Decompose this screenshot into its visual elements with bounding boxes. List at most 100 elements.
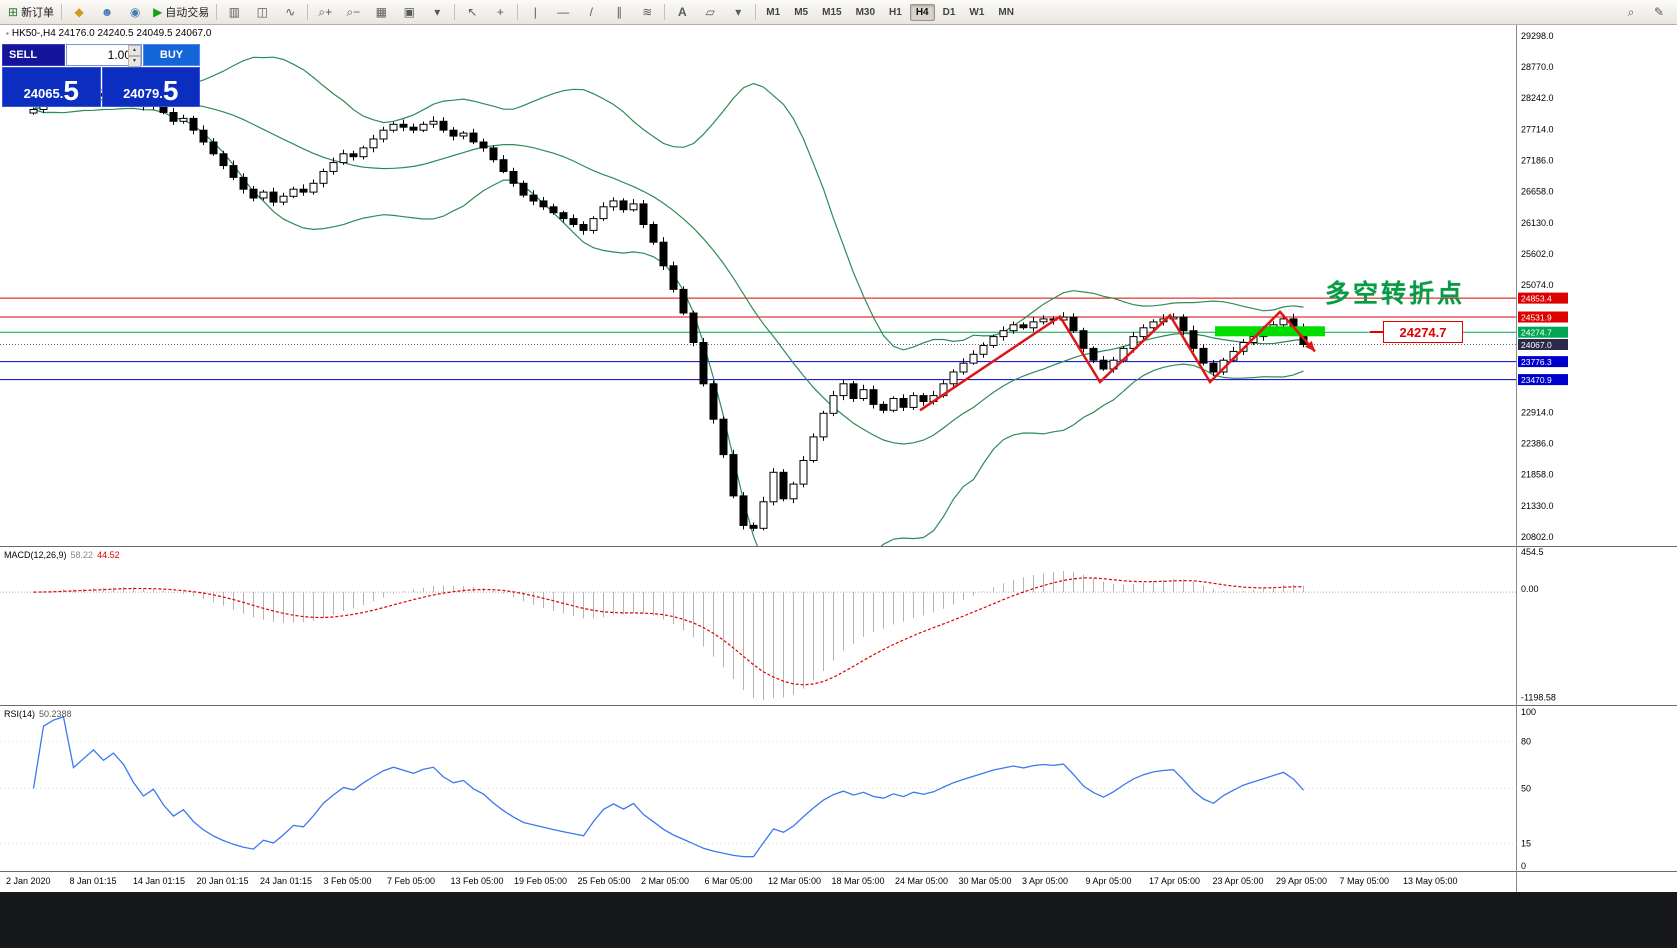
buy-label: BUY [159, 49, 184, 61]
search-icon: ⌕ [1627, 5, 1635, 19]
svg-text:27186.0: 27186.0 [1521, 156, 1554, 166]
svg-text:23470.9: 23470.9 [1521, 375, 1552, 385]
timeframe-group: M1 M5 M15 M30 H1 H4 D1 W1 MN [759, 3, 1021, 21]
time-axis[interactable]: 2 Jan 2020 8 Jan 01:15 14 Jan 01:15 20 Jan … [0, 872, 1677, 892]
svg-text:24274.7: 24274.7 [1521, 328, 1552, 338]
zoom-in-button[interactable]: ⌕+ [311, 1, 339, 23]
tile-windows-button[interactable]: ▣ [395, 1, 423, 23]
new-order-button[interactable]: ⊞ 新订单 [4, 1, 58, 23]
profile-icon: ☻ [100, 5, 114, 19]
tile-windows-icon: ▣ [403, 5, 415, 19]
volume-stepper: ▲ ▼ [128, 45, 141, 67]
bottom-strip [0, 892, 1677, 948]
chart-candles-icon: ◫ [256, 5, 268, 19]
timeframe-H1[interactable]: H1 [889, 6, 902, 18]
chart-candles-button[interactable]: ◫ [248, 1, 276, 23]
time-label: 9 Apr 05:00 [1085, 876, 1132, 886]
mql-market-button[interactable]: ◆ [65, 1, 93, 23]
fibonacci-tool-button[interactable]: ≋ [633, 1, 661, 23]
svg-text:100: 100 [1521, 707, 1536, 717]
svg-text:-1198.58: -1198.58 [1521, 692, 1556, 702]
community-button[interactable]: ◉ [121, 1, 149, 23]
crosshair-icon: + [496, 5, 504, 19]
timeframe-H4[interactable]: H4 [909, 3, 935, 21]
macd-signal-value: 44.52 [97, 550, 120, 560]
rsi-name: RSI(14) [4, 709, 36, 719]
svg-text:454.5: 454.5 [1521, 547, 1544, 557]
dropdown-icon: ▾ [434, 5, 441, 19]
svg-text:24853.4: 24853.4 [1521, 294, 1552, 304]
main-chart-panel: 29298.0 28770.0 28242.0 27714.0 27186.0 26658… [0, 24, 1677, 547]
sell-label-button[interactable]: SELL [2, 44, 66, 66]
timeframe-M30[interactable]: M30 [855, 6, 876, 18]
timeframe-M15[interactable]: M15 [822, 6, 842, 18]
svg-text:0: 0 [1521, 861, 1526, 871]
label-tool-button[interactable]: ▱ [696, 1, 724, 23]
toolbar-separator [517, 4, 519, 20]
time-label: 2 Mar 05:00 [641, 876, 690, 886]
svg-text:24531.9: 24531.9 [1521, 313, 1552, 323]
cursor-tool-button[interactable]: ↖ [458, 1, 486, 23]
channel-tool-button[interactable]: ∥ [605, 1, 633, 23]
search-button[interactable]: ⌕ [1617, 1, 1645, 23]
indicators-dropdown-button[interactable]: ▾ [423, 1, 451, 23]
rsi-canvas[interactable]: 100 80 50 15 0 [0, 706, 1677, 871]
text-tool-icon: A [677, 5, 687, 19]
vertical-line-icon: | [533, 5, 537, 19]
sell-price-button[interactable]: 24065. 5 [2, 67, 101, 107]
symbol-ohlc-text: HK50-,H4 24176.0 24240.5 24049.5 24067.0 [11, 28, 212, 39]
svg-text:21330.0: 21330.0 [1521, 501, 1554, 511]
svg-text:28242.0: 28242.0 [1521, 93, 1554, 103]
volume-up-button[interactable]: ▲ [128, 45, 141, 56]
time-label: 7 Feb 05:00 [387, 876, 436, 886]
horizontal-line-icon: — [557, 5, 570, 19]
mql-market-icon: ◆ [74, 5, 84, 19]
time-label: 3 Apr 05:00 [1022, 876, 1069, 886]
rsi-label: RSI(14) 50.2388 [4, 709, 72, 719]
svg-text:24067.0: 24067.0 [1521, 340, 1552, 350]
timeframe-D1[interactable]: D1 [942, 6, 956, 18]
vline-tool-button[interactable]: | [521, 1, 549, 23]
timeframe-W1[interactable]: W1 [969, 6, 985, 18]
channel-icon: ∥ [616, 5, 623, 19]
toolbar-separator [216, 4, 218, 20]
main-chart-canvas[interactable]: 29298.0 28770.0 28242.0 27714.0 27186.0 26658… [0, 24, 1677, 546]
svg-text:80: 80 [1521, 736, 1531, 746]
zoom-out-icon: ⌕− [346, 5, 361, 19]
shapes-dropdown-icon: ▾ [735, 5, 742, 19]
buy-price-button[interactable]: 24079. 5 [101, 67, 200, 107]
timeframe-MN[interactable]: MN [998, 6, 1014, 18]
svg-text:15: 15 [1521, 838, 1531, 848]
toolbar-separator [307, 4, 309, 20]
svg-text:23776.3: 23776.3 [1521, 357, 1552, 367]
hline-tool-button[interactable]: — [549, 1, 577, 23]
buy-label-button[interactable]: BUY [143, 44, 201, 66]
turning-point-annotation: 多空转折点 [1325, 280, 1466, 308]
timeframe-M1[interactable]: M1 [766, 6, 781, 18]
time-label: 3 Feb 05:00 [323, 876, 372, 886]
time-label: 13 Feb 05:00 [450, 876, 504, 886]
grid-button[interactable]: ▦ [367, 1, 395, 23]
chart-line-button[interactable]: ∿ [276, 1, 304, 23]
crosshair-tool-button[interactable]: + [486, 1, 514, 23]
trendline-tool-button[interactable]: / [577, 1, 605, 23]
svg-text:22914.0: 22914.0 [1521, 408, 1554, 418]
edit-icon: ✎ [1653, 5, 1665, 19]
time-label: 30 Mar 05:00 [958, 876, 1012, 886]
macd-label: MACD(12,26,9) 58.22 44.52 [4, 550, 120, 560]
zoom-out-button[interactable]: ⌕− [339, 1, 367, 23]
autotrade-button[interactable]: ▶ 自动交易 [149, 1, 213, 23]
timeframe-M5[interactable]: M5 [794, 6, 809, 18]
chart-bars-button[interactable]: ▥ [220, 1, 248, 23]
metaeditor-button[interactable]: ✎ [1645, 1, 1673, 23]
time-label: 2 Jan 2020 [6, 876, 51, 886]
time-label: 17 Apr 05:00 [1149, 876, 1201, 886]
shapes-dropdown-button[interactable]: ▾ [724, 1, 752, 23]
time-label: 13 May 05:00 [1403, 876, 1458, 886]
volume-down-button[interactable]: ▼ [128, 56, 141, 67]
profile-button[interactable]: ☻ [93, 1, 121, 23]
text-tool-button[interactable]: A [668, 1, 696, 23]
label-tool-icon: ▱ [705, 5, 715, 19]
volume-input[interactable] [67, 45, 134, 65]
macd-canvas[interactable]: 454.5 0.00 -1198.58 [0, 547, 1677, 705]
